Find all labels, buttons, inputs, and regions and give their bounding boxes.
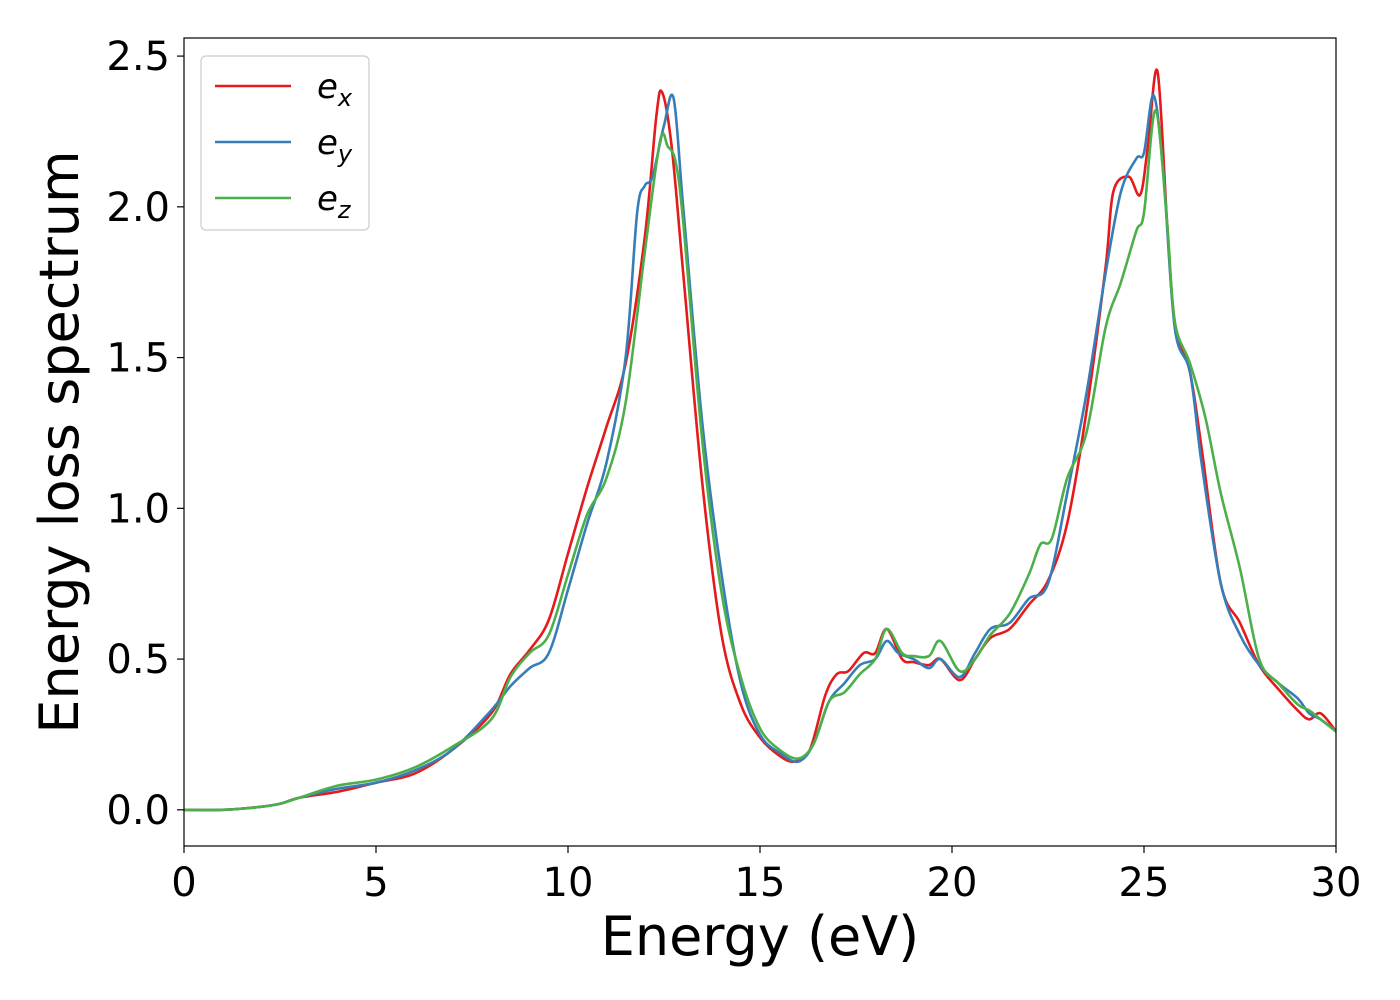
x-tick-label: 10 <box>543 860 594 906</box>
legend-label-e-x: ex <box>317 67 353 112</box>
x-tick-label: 15 <box>735 860 786 906</box>
y-axis-label: Energy loss spectrum <box>28 150 91 733</box>
y-tick-label: 1.0 <box>106 486 170 532</box>
x-tick-label: 20 <box>927 860 978 906</box>
y-tick-label: 1.5 <box>106 336 170 382</box>
x-axis-label: Energy (eV) <box>601 905 920 968</box>
y-axis-ticks: 0.0 0.5 1.0 1.5 2.0 2.5 <box>106 34 184 834</box>
y-tick-label: 0.0 <box>106 788 170 834</box>
legend-label-e-z: ez <box>317 179 352 224</box>
x-axis-ticks: 0 5 10 15 20 25 30 <box>171 846 1361 906</box>
legend: ex ey ez <box>200 55 370 231</box>
legend-label-e-y: ey <box>317 123 353 168</box>
x-tick-label: 0 <box>171 860 196 906</box>
series-line-e-z <box>184 109 1336 812</box>
y-tick-label: 0.5 <box>106 637 170 683</box>
x-tick-label: 30 <box>1311 860 1362 906</box>
y-tick-label: 2.5 <box>106 34 170 80</box>
x-tick-label: 25 <box>1119 860 1170 906</box>
x-tick-label: 5 <box>363 860 388 906</box>
y-tick-label: 2.0 <box>106 185 170 231</box>
series-lines <box>184 68 1336 812</box>
